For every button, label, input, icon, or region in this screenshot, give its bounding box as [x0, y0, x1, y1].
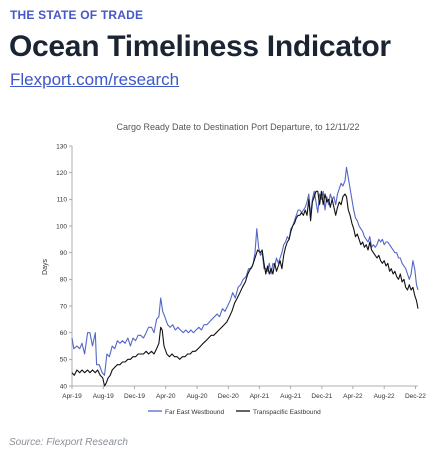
y-tick-label: 110: [57, 197, 68, 204]
source-note: Source: Flexport Research: [9, 437, 128, 448]
chart-title: Cargo Ready Date to Destination Port Dep…: [117, 122, 360, 132]
x-tick-label: Apr-22: [343, 393, 363, 400]
research-link[interactable]: Flexport.com/research: [10, 70, 180, 89]
y-tick-label: 100: [56, 223, 67, 230]
legend-label-transpacific-eastbound: Transpacific Eastbound: [253, 409, 321, 416]
y-axis-label: Days: [42, 259, 49, 275]
y-tick-label: 40: [60, 383, 68, 390]
x-tick-label: Apr-20: [156, 393, 176, 400]
y-tick-label: 90: [60, 250, 68, 257]
y-tick-label: 120: [56, 170, 67, 177]
y-tick-label: 50: [60, 357, 68, 364]
x-tick-label: Dec-21: [311, 393, 332, 400]
legend-label-far-east-westbound: Far East Westbound: [165, 409, 225, 416]
line-chart: Cargo Ready Date to Destination Port Dep…: [42, 122, 426, 416]
x-tick-label: Dec-20: [218, 393, 239, 400]
y-tick-label: 70: [60, 303, 68, 310]
page-title: Ocean Timeliness Indicator: [9, 30, 391, 63]
eyebrow-label: THE STATE OF TRADE: [10, 8, 144, 22]
y-tick-label: 80: [60, 277, 68, 284]
x-tick-label: Aug-19: [93, 393, 114, 400]
chart-legend: Far East Westbound Transpacific Eastboun…: [148, 409, 321, 416]
series-line-far-east-westbound: [71, 166, 419, 376]
chart-series: [71, 166, 419, 387]
y-tick-label: 130: [56, 143, 67, 150]
x-tick-label: Aug-21: [280, 393, 301, 400]
x-tick-label: Dec-19: [124, 393, 145, 400]
y-tick-label: 60: [60, 330, 68, 337]
x-tick-label: Dec-22: [405, 393, 426, 400]
x-tick-label: Aug-22: [374, 393, 395, 400]
x-tick-label: Apr-19: [62, 393, 82, 400]
chart-axes: 40 50 60 70 80 90 100 110 120 130 Apr-19 Aug-19 Dec-…: [56, 143, 426, 400]
series-line-transpacific-eastbound: [71, 190, 419, 387]
x-tick-label: Apr-21: [250, 393, 270, 400]
x-tick-label: Aug-20: [187, 393, 208, 400]
